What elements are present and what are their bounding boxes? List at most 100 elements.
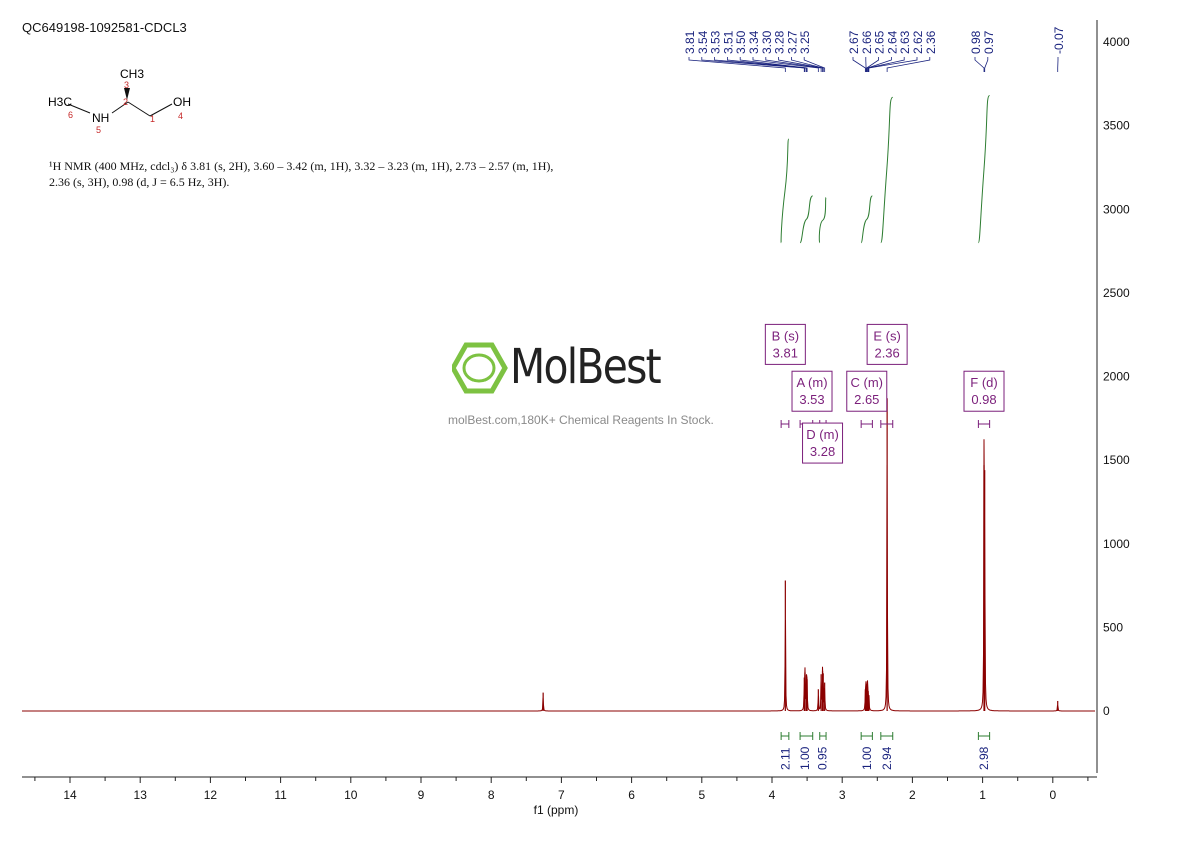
- peak-label-leader: [886, 57, 931, 72]
- peak-label-leader: [867, 57, 905, 72]
- multiplet-label: E (s): [873, 328, 900, 343]
- molbest-logo: MolBest: [452, 339, 752, 402]
- amine-label: NH: [92, 111, 109, 125]
- integral-value: 2.11: [778, 747, 792, 770]
- peak-label: 3.53: [709, 30, 723, 54]
- multiplet-label: D (m): [806, 427, 839, 442]
- peak-label: 3.28: [773, 30, 787, 54]
- methyl-label: CH3: [120, 67, 144, 81]
- atom-number: 4: [178, 111, 183, 121]
- integral-curve: [780, 138, 790, 244]
- y-tick-label: 4000: [1103, 35, 1130, 49]
- integral-curve: [860, 195, 873, 244]
- peak-label: 2.63: [898, 30, 912, 54]
- y-tick-label: 1000: [1103, 537, 1130, 551]
- multiplet-shift: 0.98: [971, 392, 996, 407]
- peak-label: 2.66: [860, 30, 874, 54]
- logo-brand-text: MolBest: [510, 339, 662, 395]
- nmr-description-line: ¹H NMR (400 MHz, cdcl₃) δ 3.81 (s, 2H), …: [49, 159, 554, 173]
- x-tick-label: 2: [909, 788, 916, 802]
- integral-value: 2.98: [977, 746, 991, 770]
- x-tick-label: 0: [1049, 788, 1056, 802]
- integral-curve: [799, 195, 813, 244]
- integral-value: 1.00: [860, 746, 874, 770]
- multiplet-shift: 3.28: [810, 444, 835, 459]
- multiplet-label: A (m): [796, 375, 827, 390]
- atom-number: 6: [68, 110, 73, 120]
- integral-curve: [977, 95, 990, 244]
- peak-label: -0.07: [1052, 26, 1066, 54]
- peak-label-leader: [727, 57, 807, 72]
- peak-label-leader: [868, 57, 918, 72]
- peak-label: 2.64: [885, 30, 899, 54]
- multiplet-shift: 2.65: [854, 392, 879, 407]
- peak-label: 3.51: [721, 30, 735, 54]
- x-tick-label: 5: [698, 788, 705, 802]
- x-tick-label: 4: [769, 788, 776, 802]
- watermark-tagline: molBest.com,180K+ Chemical Reagents In S…: [448, 413, 714, 427]
- integral-curve: [880, 96, 894, 244]
- y-tick-label: 2500: [1103, 286, 1130, 300]
- atom-number: 5: [96, 125, 101, 135]
- x-tick-label: 12: [204, 788, 218, 802]
- multiplet-label: F (d): [970, 375, 997, 390]
- peak-label-leader: [765, 57, 822, 72]
- peak-label-leader: [867, 57, 892, 72]
- peak-label-leader: [974, 57, 985, 72]
- multiplet-box: [791, 370, 833, 412]
- peak-label: 2.62: [911, 30, 925, 54]
- atom-number: 1: [150, 114, 155, 124]
- peak-label-leader: [984, 57, 989, 72]
- benzene-logo-icon: [452, 342, 508, 394]
- peak-label: 3.27: [785, 30, 799, 54]
- multiplet-shift: 3.53: [799, 392, 824, 407]
- x-tick-label: 3: [839, 788, 846, 802]
- peak-label-leader: [739, 57, 808, 72]
- y-tick-label: 2000: [1103, 370, 1130, 384]
- x-tick-label: 9: [418, 788, 425, 802]
- x-tick-label: 14: [63, 788, 77, 802]
- n-methyl-label: H3C: [48, 95, 72, 109]
- multiplet-label: B (s): [772, 328, 799, 343]
- molecular-structure: CH3 H3C NH OH 3 2 6 5 1 4: [48, 67, 191, 135]
- y-tick-label: 3500: [1103, 119, 1130, 133]
- peak-label-leader: [752, 57, 819, 72]
- peak-label-leader: [714, 57, 806, 72]
- x-tick-label: 10: [344, 788, 358, 802]
- y-tick-label: 3000: [1103, 202, 1130, 216]
- peak-label: 2.67: [847, 30, 861, 54]
- x-tick-label: 13: [134, 788, 148, 802]
- x-tick-label: 11: [274, 788, 287, 802]
- peak-label: 3.25: [798, 30, 812, 54]
- multiplet-box: [963, 370, 1005, 412]
- peak-label: 2.65: [873, 30, 887, 54]
- peak-label: 2.36: [924, 30, 938, 54]
- hydroxyl-label: OH: [173, 95, 191, 109]
- multiplet-box: [764, 323, 806, 365]
- x-tick-label: 7: [558, 788, 565, 802]
- peak-label-leader: [852, 57, 866, 72]
- peak-label: 0.97: [982, 30, 996, 54]
- peak-label: 3.54: [696, 30, 710, 54]
- x-tick-label: 6: [628, 788, 635, 802]
- peak-label: 3.34: [747, 30, 761, 54]
- x-axis-label: f1 (ppm): [534, 803, 579, 817]
- peak-label-leader: [803, 57, 826, 72]
- atom-number: 2: [123, 97, 128, 107]
- peak-label: 3.50: [734, 30, 748, 54]
- peak-label-leader: [688, 57, 786, 72]
- peak-label: 0.98: [969, 30, 983, 54]
- integral-value: 0.95: [816, 746, 830, 770]
- peak-label-leader: [866, 57, 879, 72]
- multiplet-box: [846, 370, 888, 412]
- sample-id: QC649198-1092581-CDCL3: [22, 20, 187, 35]
- multiplet-box: [802, 422, 844, 464]
- multiplet-shift: 2.36: [874, 345, 899, 360]
- y-tick-label: 0: [1103, 704, 1110, 718]
- integral-value: 2.94: [880, 746, 894, 770]
- peak-label-leader: [791, 57, 824, 72]
- peak-label-leader: [701, 57, 805, 72]
- x-tick-label: 1: [979, 788, 986, 802]
- nmr-description-line: 2.36 (s, 3H), 0.98 (d, J = 6.5 Hz, 3H).: [49, 175, 230, 189]
